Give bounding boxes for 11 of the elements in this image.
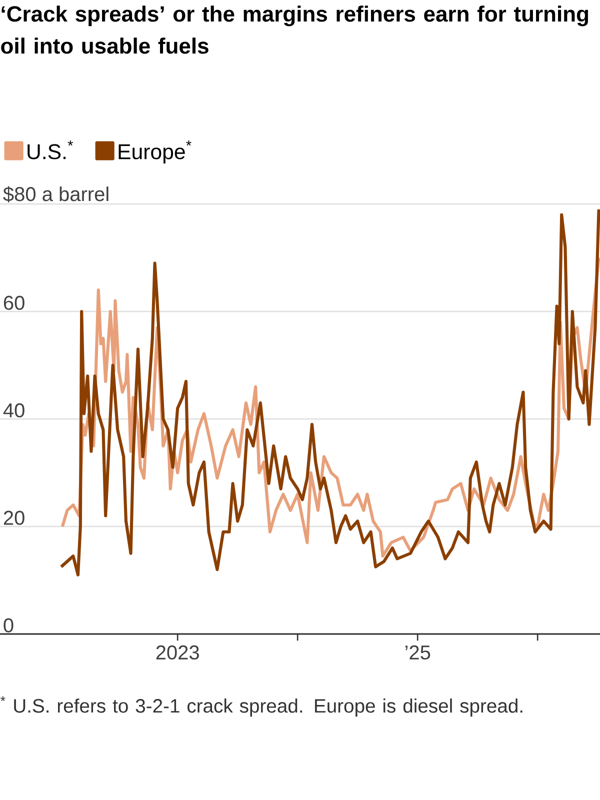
x-tick-label: ’25	[405, 645, 430, 660]
text: $^{*}$ U.S. refers to 3-2-1 crack spread. Europe is diesel spread.	[0, 696, 522, 717]
y-tick-label: 0	[4, 618, 14, 632]
x-tick-label: 2023	[156, 645, 199, 660]
y-tick-label: $80 a barrel	[3, 186, 108, 202]
y-tick-label: 60	[4, 296, 24, 310]
y-tick-label: 20	[4, 510, 24, 525]
legend-label: U.S.$^{*}$	[28, 140, 74, 160]
y-tick-label: 40	[3, 403, 24, 418]
chart-title: ‘Crack spreads’ or the margins refiners earn for turning oil into usable fuels	[1, 6, 588, 54]
legend-label: Europe$^{*}$	[118, 140, 192, 164]
